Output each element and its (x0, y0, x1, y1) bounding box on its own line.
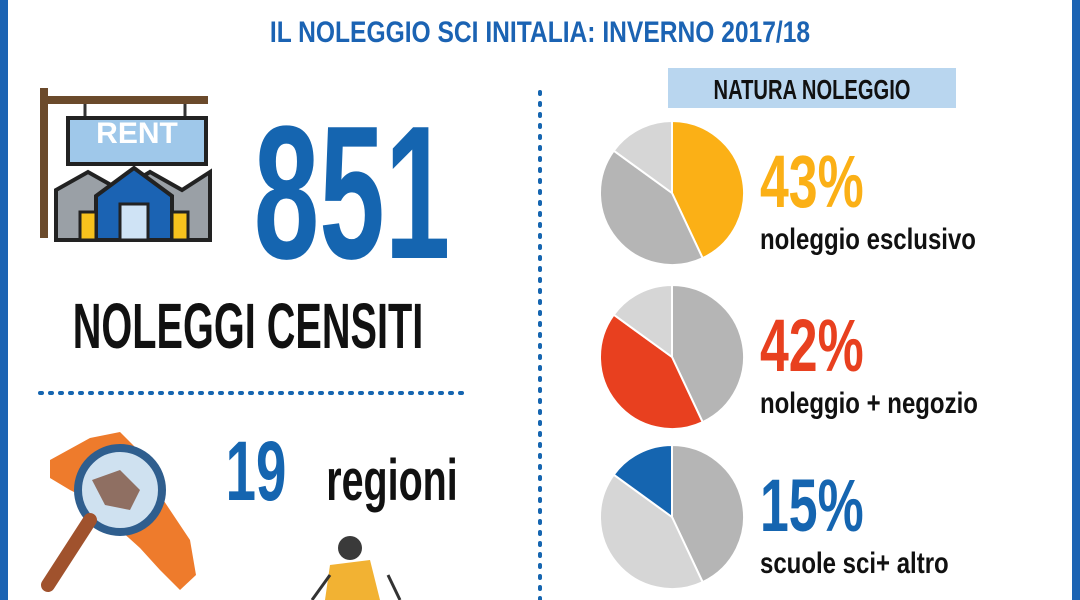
region-label: regioni (326, 447, 457, 512)
pie-slice (599, 149, 704, 266)
category-label: scuole sci+ altro (760, 545, 949, 579)
frame-left (0, 0, 8, 600)
rental-label: NOLEGGI CENSITI (73, 292, 423, 363)
italy-icon (41, 432, 196, 592)
nature-title: NATURA NOLEGGIO (714, 75, 911, 106)
pie-slice (599, 313, 704, 430)
percent-label: 15% (760, 464, 864, 547)
category-label: noleggio + negozio (760, 385, 978, 419)
pie-slice (599, 473, 704, 590)
pie-slice (612, 119, 673, 195)
pie-slice (671, 119, 745, 260)
percent-label: 43% (760, 140, 864, 223)
rental-count: 851 (254, 87, 451, 299)
rent-icon (40, 88, 212, 242)
nature-title-box (668, 68, 956, 108)
pie-slice (612, 443, 673, 519)
rent-sign: RENT (96, 117, 178, 150)
region-count: 19 (226, 425, 287, 519)
percent-label: 42% (760, 304, 864, 387)
category-label: noleggio esclusivo (760, 221, 976, 255)
pie-slice (612, 283, 673, 359)
title: IL NOLEGGIO SCI INITALIA: INVERNO 2017/1… (270, 15, 810, 49)
skier-icon (310, 536, 402, 600)
frame-right (1072, 0, 1080, 600)
pie-slice (671, 443, 745, 584)
pie-slice (671, 283, 745, 424)
